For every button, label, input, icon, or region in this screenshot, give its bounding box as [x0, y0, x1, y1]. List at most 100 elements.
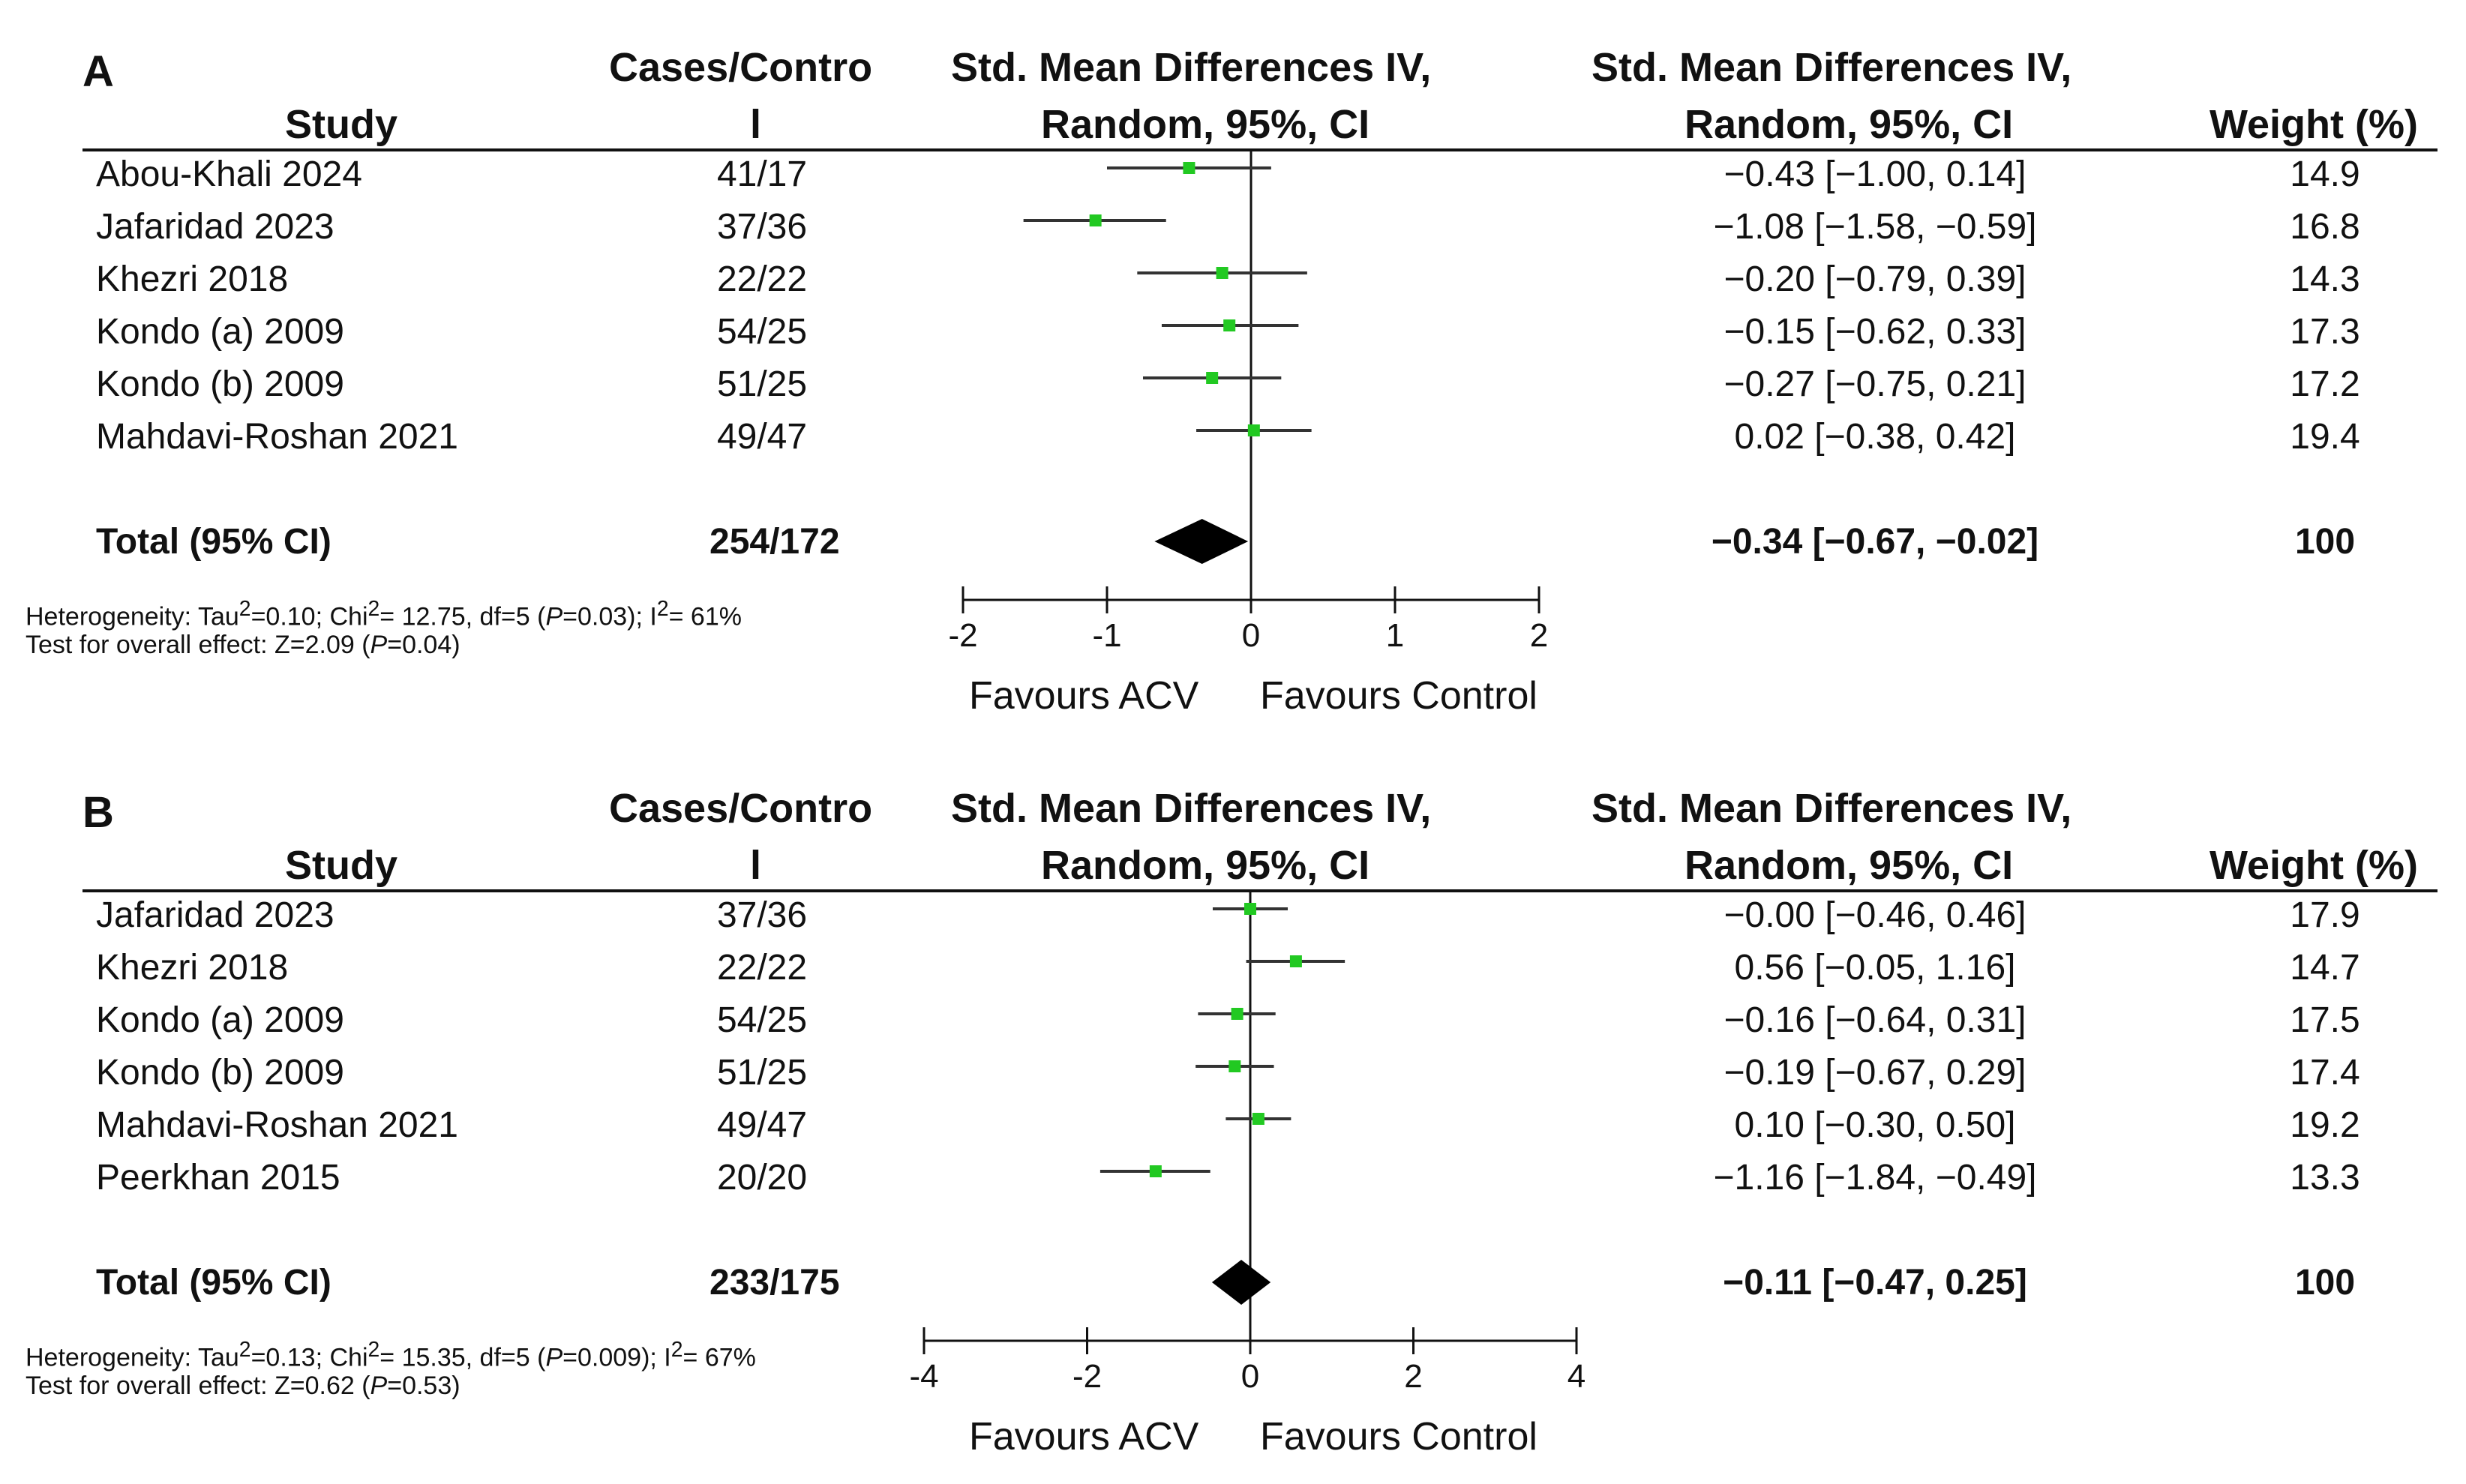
- weight-value: 14.9: [2290, 154, 2360, 194]
- heterogeneity-note: Heterogeneity: Tau2=0.13; Chi2= 15.35, d…: [26, 1338, 756, 1372]
- study-name: Kondo (a) 2009: [96, 312, 344, 352]
- weight-value: 17.3: [2290, 312, 2360, 352]
- weight-value: 17.4: [2290, 1053, 2360, 1093]
- cases-control: 49/47: [716, 417, 808, 457]
- study-name: Peerkhan 2015: [96, 1158, 340, 1198]
- cases-control: 22/22: [716, 948, 808, 988]
- effect-marker: [1183, 162, 1196, 174]
- header-ci-line2: Random, 95%, CI: [1684, 102, 2014, 147]
- header-rule: [82, 148, 2438, 151]
- table-row: Peerkhan 2015 20/20 −1.16 [−1.84, −0.49]…: [0, 1152, 2466, 1204]
- weight-value: 17.9: [2290, 895, 2360, 935]
- x-tick-label: 4: [1568, 1358, 1586, 1395]
- header-study: Study: [285, 843, 398, 888]
- smd-ci-text: −1.08 [−1.58, −0.59]: [1713, 207, 2037, 247]
- weight-value: 14.7: [2290, 948, 2360, 988]
- header-rule: [82, 889, 2438, 892]
- effect-marker: [1231, 1008, 1244, 1020]
- cases-control: 20/20: [716, 1158, 808, 1198]
- study-name: Mahdavi-Roshan 2021: [96, 417, 458, 457]
- header-smd-line1: Std. Mean Differences IV,: [951, 786, 1432, 831]
- header-cases-line2: l: [750, 843, 762, 888]
- x-tick-label: 2: [1404, 1358, 1422, 1395]
- smd-ci-text: −0.27 [−0.75, 0.21]: [1724, 364, 2026, 404]
- x-tick-label: 2: [1530, 617, 1548, 654]
- smd-ci-text: 0.10 [−0.30, 0.50]: [1734, 1105, 2016, 1145]
- table-row: Kondo (b) 2009 51/25 −0.27 [−0.75, 0.21]…: [0, 358, 2466, 411]
- forest-plot-panel-b: B Study Cases/Contro l Std. Mean Differe…: [0, 741, 2466, 1476]
- favours-acv-label: Favours ACV: [969, 674, 1199, 718]
- header-cases-line1: Cases/Contro: [609, 45, 873, 90]
- weight-value: 14.3: [2290, 259, 2360, 299]
- x-tick-label: 1: [1386, 617, 1404, 654]
- study-name: Khezri 2018: [96, 948, 289, 988]
- x-tick-label: -4: [909, 1358, 938, 1395]
- header-smd-line2: Random, 95%, CI: [1041, 843, 1370, 888]
- header-ci-line2: Random, 95%, CI: [1684, 843, 2014, 888]
- forest-plot-panel-a: A Study Cases/Contro l Std. Mean Differe…: [0, 0, 2466, 735]
- table-row: Kondo (a) 2009 54/25 −0.15 [−0.62, 0.33]…: [0, 306, 2466, 358]
- effect-marker: [1216, 267, 1228, 279]
- x-tick-label: -2: [948, 617, 977, 654]
- effect-marker: [1206, 372, 1219, 384]
- cases-control: 22/22: [716, 259, 808, 299]
- overall-effect-note: Test for overall effect: Z=0.62 (P=0.53): [26, 1372, 460, 1400]
- smd-ci-text: −0.43 [−1.00, 0.14]: [1724, 154, 2026, 194]
- header-smd-line2: Random, 95%, CI: [1041, 102, 1370, 147]
- weight-value: 19.2: [2290, 1105, 2360, 1145]
- cases-control: 54/25: [716, 312, 808, 352]
- table-row: Khezri 2018 22/22 0.56 [−0.05, 1.16] 14.…: [0, 942, 2466, 994]
- weight-value: 17.2: [2290, 364, 2360, 404]
- smd-ci-text: 0.56 [−0.05, 1.16]: [1734, 948, 2016, 988]
- header-smd-line1: Std. Mean Differences IV,: [951, 45, 1432, 90]
- table-row: Mahdavi-Roshan 2021 49/47 0.02 [−0.38, 0…: [0, 411, 2466, 463]
- header-ci-line1: Std. Mean Differences IV,: [1592, 45, 2072, 90]
- smd-ci-text: −0.00 [−0.46, 0.46]: [1724, 895, 2026, 935]
- smd-ci-text: −0.19 [−0.67, 0.29]: [1724, 1053, 2026, 1093]
- weight-value: 17.5: [2290, 1000, 2360, 1040]
- x-tick-label: 0: [1241, 1358, 1259, 1395]
- panel-letter: A: [82, 47, 114, 96]
- effect-marker: [1089, 214, 1102, 226]
- cases-control: 51/25: [716, 1053, 808, 1093]
- study-name: Jafaridad 2023: [96, 207, 334, 247]
- study-name: Kondo (a) 2009: [96, 1000, 344, 1040]
- study-name: Abou-Khali 2024: [96, 154, 362, 194]
- cases-control: 37/36: [716, 895, 808, 935]
- weight-value: 13.3: [2290, 1158, 2360, 1198]
- x-tick-label: -2: [1072, 1358, 1102, 1395]
- table-row: Kondo (a) 2009 54/25 −0.16 [−0.64, 0.31]…: [0, 994, 2466, 1047]
- header-cases-line1: Cases/Contro: [609, 786, 873, 831]
- study-name: Kondo (b) 2009: [96, 364, 344, 404]
- weight-value: 19.4: [2290, 417, 2360, 457]
- x-tick-label: 0: [1242, 617, 1260, 654]
- total-label: Total (95% CI): [96, 522, 332, 562]
- table-row: Abou-Khali 2024 41/17 −0.43 [−1.00, 0.14…: [0, 148, 2466, 201]
- study-name: Khezri 2018: [96, 259, 289, 299]
- favours-control-label: Favours Control: [1260, 1415, 1538, 1459]
- smd-ci-text: −0.20 [−0.79, 0.39]: [1724, 259, 2026, 299]
- pooled-diamond: [1154, 519, 1249, 564]
- table-row: Mahdavi-Roshan 2021 49/47 0.10 [−0.30, 0…: [0, 1099, 2466, 1152]
- weight-value: 16.8: [2290, 207, 2360, 247]
- smd-ci-text: −1.16 [−1.84, −0.49]: [1713, 1158, 2037, 1198]
- study-name: Mahdavi-Roshan 2021: [96, 1105, 458, 1145]
- cases-control: 51/25: [716, 364, 808, 404]
- table-row: Jafaridad 2023 37/36 −0.00 [−0.46, 0.46]…: [0, 889, 2466, 942]
- effect-marker: [1244, 903, 1256, 915]
- table-row: Kondo (b) 2009 51/25 −0.19 [−0.67, 0.29]…: [0, 1047, 2466, 1099]
- effect-marker: [1247, 424, 1260, 436]
- cases-control: 37/36: [716, 207, 808, 247]
- smd-ci-text: −0.15 [−0.62, 0.33]: [1724, 312, 2026, 352]
- cases-control: 54/25: [716, 1000, 808, 1040]
- total-row: Total (95% CI) 233/175 −0.11 [−0.47, 0.2…: [0, 1257, 2466, 1309]
- table-row: Jafaridad 2023 37/36 −1.08 [−1.58, −0.59…: [0, 201, 2466, 253]
- total-row: Total (95% CI) 254/172 −0.34 [−0.67, −0.…: [0, 516, 2466, 568]
- cases-control: 41/17: [716, 154, 808, 194]
- total-ci-text: −0.34 [−0.67, −0.02]: [1711, 522, 2039, 562]
- favours-control-label: Favours Control: [1260, 674, 1538, 718]
- effect-marker: [1149, 1165, 1162, 1177]
- header-ci-line1: Std. Mean Differences IV,: [1592, 786, 2072, 831]
- header-weight: Weight (%): [2210, 102, 2418, 147]
- smd-ci-text: −0.16 [−0.64, 0.31]: [1724, 1000, 2026, 1040]
